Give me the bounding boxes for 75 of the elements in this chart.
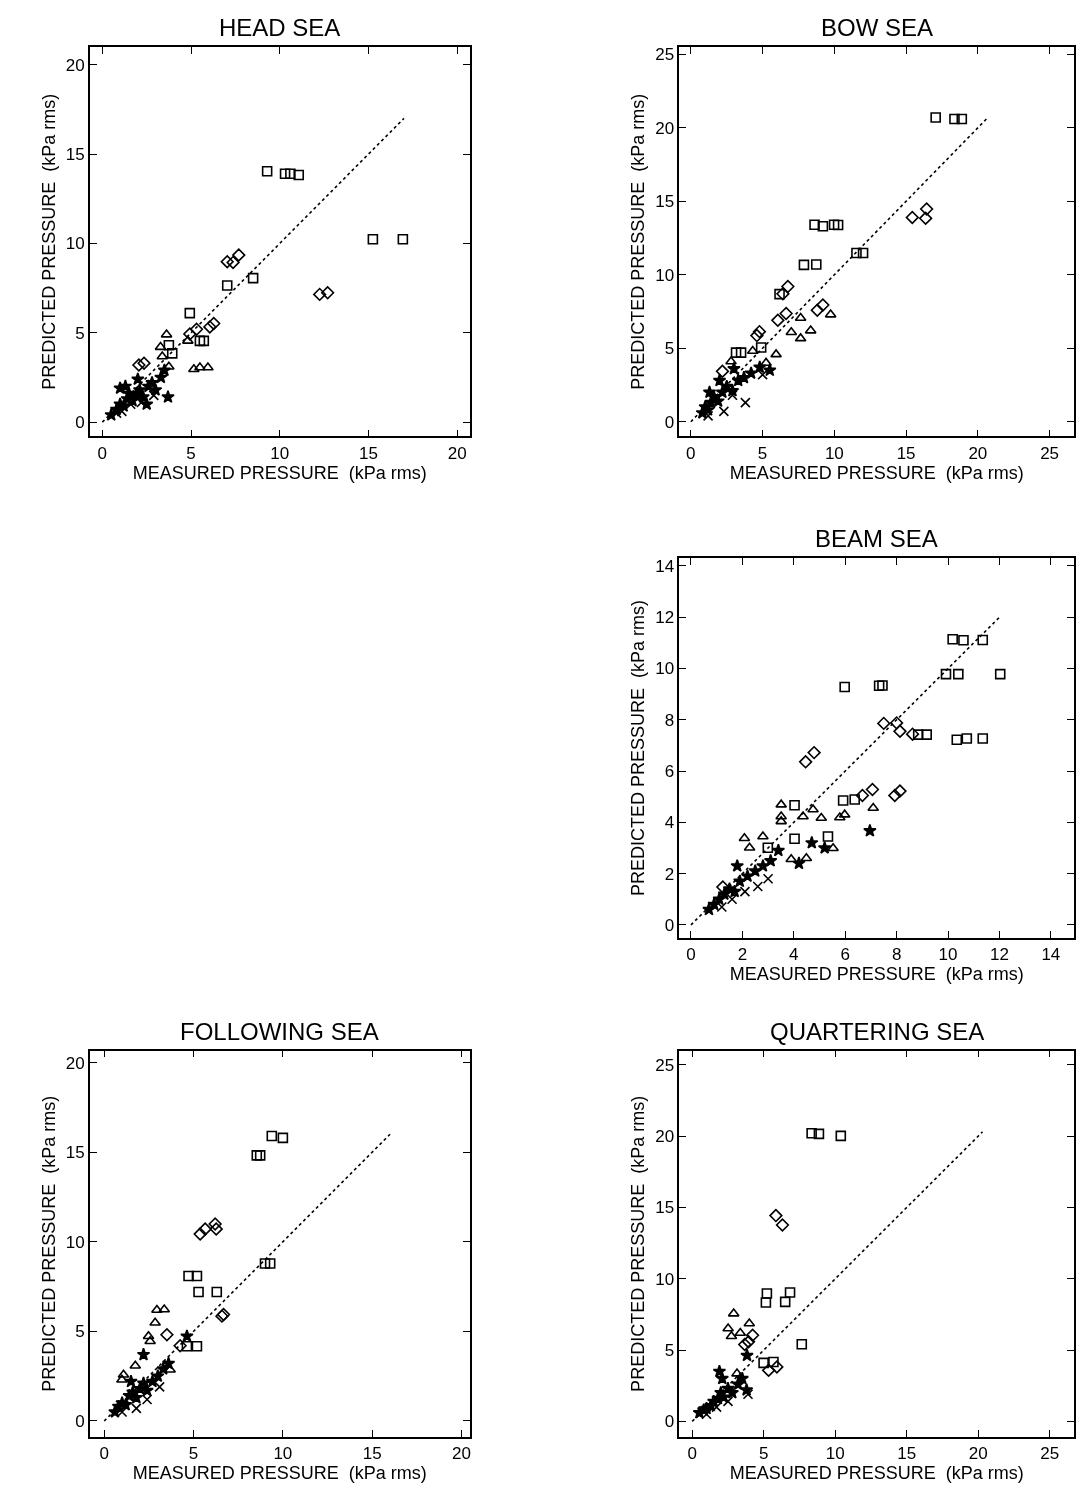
x-tick-label: 0	[686, 944, 696, 964]
chart-title: QUARTERING SEA	[770, 1018, 985, 1045]
y-tick-label: 2	[664, 864, 675, 884]
x-tick-label: 4	[789, 944, 799, 964]
x-tick-label: 10	[938, 944, 958, 964]
y-axis-title: PREDICTED PRESSURE (kPa rms)	[628, 599, 648, 897]
x-tick-label: 20	[452, 1444, 471, 1464]
y-tick-label: 10	[655, 1269, 675, 1289]
y-tick-label: 20	[65, 1053, 85, 1073]
y-axis-title: PREDICTED PRESSURE (kPa rms)	[38, 93, 59, 390]
y-tick-label: 0	[75, 413, 85, 433]
chart-title: BEAM SEA	[815, 525, 938, 552]
x-tick-label: 10	[825, 1444, 845, 1464]
x-tick-label: 20	[968, 1444, 988, 1464]
x-tick-label: 2	[737, 944, 748, 964]
y-tick-label: 5	[75, 323, 85, 343]
x-tick-label: 15	[897, 1444, 917, 1464]
x-tick-label: 14	[1041, 944, 1061, 964]
y-tick-label: 10	[65, 1232, 85, 1252]
chart-title: HEAD SEA	[219, 14, 341, 41]
x-tick-label: 20	[447, 443, 467, 463]
x-tick-label: 12	[989, 944, 1009, 964]
y-tick-label: 20	[65, 55, 85, 75]
y-tick-label: 15	[655, 1198, 675, 1218]
y-tick-label: 15	[655, 192, 675, 212]
x-tick-label: 25	[1040, 443, 1060, 463]
y-tick-label: 5	[75, 1322, 85, 1342]
y-tick-label: 8	[664, 710, 675, 730]
y-tick-label: 6	[664, 762, 675, 782]
x-tick-label: 10	[824, 443, 844, 463]
y-axis-title: PREDICTED PRESSURE (kPa rms)	[38, 1095, 59, 1392]
x-tick-label: 5	[186, 443, 196, 463]
x-axis-title: MEASURED PRESSURE (kPa rms)	[132, 462, 427, 483]
x-tick-label: 6	[840, 944, 850, 964]
chart-title: FOLLOWING SEA	[180, 1018, 379, 1045]
y-tick-label: 5	[664, 1341, 675, 1361]
y-tick-label: 0	[664, 915, 675, 935]
x-axis-title: MEASURED PRESSURE (kPa rms)	[132, 1463, 427, 1484]
x-tick-label: 0	[99, 1444, 109, 1464]
y-tick-label: 12	[655, 608, 675, 628]
y-tick-label: 20	[655, 118, 675, 138]
y-tick-label: 25	[655, 1055, 675, 1075]
x-tick-label: 0	[687, 1444, 697, 1464]
y-tick-label: 4	[664, 813, 675, 833]
x-tick-label: 5	[759, 1444, 769, 1464]
x-tick-label: 0	[97, 443, 108, 463]
x-tick-label: 20	[968, 443, 988, 463]
y-tick-label: 0	[664, 412, 675, 432]
x-tick-label: 15	[358, 443, 378, 463]
y-tick-label: 20	[655, 1127, 675, 1147]
x-axis-title: MEASURED PRESSURE (kPa rms)	[729, 462, 1024, 483]
y-tick-label: 10	[655, 265, 675, 285]
y-tick-label: 0	[75, 1411, 85, 1431]
x-tick-label: 15	[896, 443, 916, 463]
x-tick-label: 25	[1040, 1444, 1060, 1464]
y-tick-label: 15	[65, 1143, 85, 1163]
x-axis-title: MEASURED PRESSURE (kPa rms)	[729, 963, 1024, 984]
x-tick-label: 5	[757, 443, 768, 463]
y-tick-label: 15	[65, 145, 85, 165]
y-tick-label: 10	[655, 659, 675, 679]
x-tick-label: 10	[270, 443, 290, 463]
y-tick-label: 10	[65, 234, 85, 254]
x-tick-label: 10	[273, 1444, 293, 1464]
x-tick-label: 15	[362, 1444, 382, 1464]
y-axis-title: PREDICTED PRESSURE (kPa rms)	[628, 1095, 648, 1392]
y-tick-label: 14	[655, 556, 675, 576]
x-tick-label: 0	[686, 443, 696, 463]
chart-title: BOW SEA	[821, 14, 934, 41]
x-tick-label: 5	[188, 1444, 199, 1464]
x-tick-label: 8	[891, 944, 902, 964]
x-axis-title: MEASURED PRESSURE (kPa rms)	[729, 1463, 1024, 1484]
y-tick-label: 25	[655, 45, 675, 65]
y-tick-label: 5	[664, 339, 675, 359]
y-axis-title: PREDICTED PRESSURE (kPa rms)	[628, 93, 648, 390]
y-tick-label: 0	[664, 1412, 675, 1432]
